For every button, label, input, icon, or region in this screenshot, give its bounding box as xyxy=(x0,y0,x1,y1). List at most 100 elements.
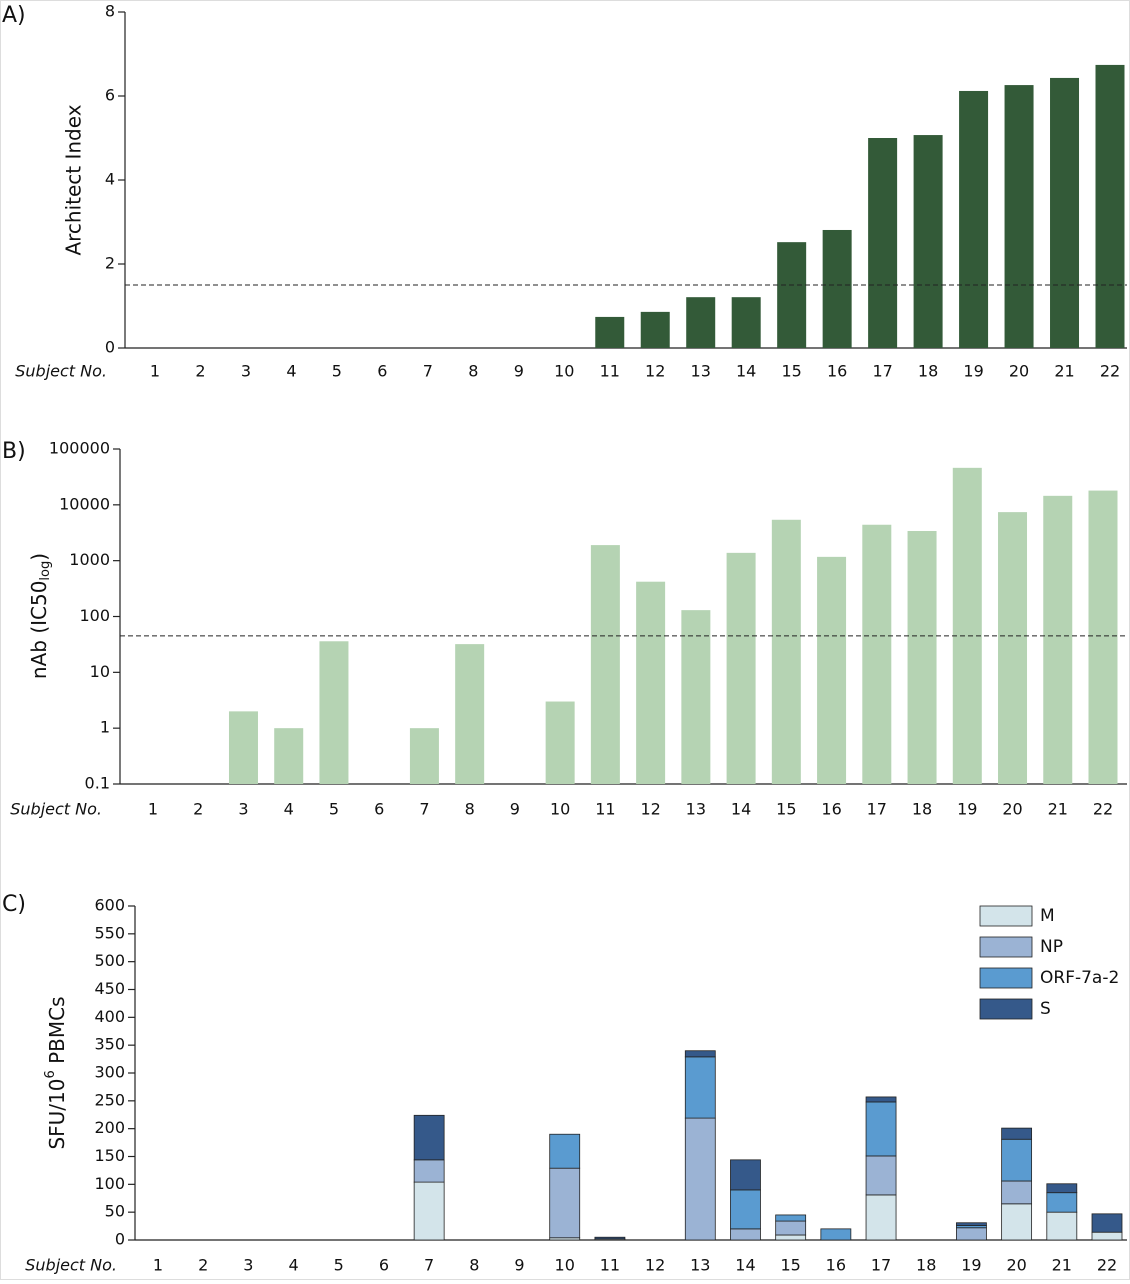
y-axis-label: nAb (IC50log) xyxy=(27,553,53,679)
bar xyxy=(590,545,620,784)
bar xyxy=(409,728,439,784)
bar xyxy=(868,138,898,348)
y-axis-label: SFU/106 PBMCs xyxy=(43,996,69,1149)
bar xyxy=(319,641,349,784)
legend-label: S xyxy=(1040,999,1051,1019)
bar-segment xyxy=(865,1155,897,1196)
x-tick-label: 22 xyxy=(1100,362,1120,381)
legend-label: M xyxy=(1040,906,1055,926)
bar xyxy=(686,297,716,348)
bar xyxy=(817,556,847,784)
x-tick-label: 18 xyxy=(918,362,938,381)
y-tick-label: 8 xyxy=(105,2,115,21)
y-axis-label-suffix: ) xyxy=(27,553,51,561)
bar xyxy=(595,316,625,348)
legend-swatch xyxy=(979,967,1033,989)
y-tick-label: 150 xyxy=(94,1146,125,1165)
x-tick-label: 9 xyxy=(510,800,520,819)
x-tick-label: 1 xyxy=(148,800,158,819)
x-tick-label: 20 xyxy=(1006,1256,1026,1275)
panel-label: C) xyxy=(2,892,26,917)
x-axis-label: Subject No. xyxy=(10,800,102,819)
bar xyxy=(1043,495,1073,784)
bar-segment xyxy=(1001,1138,1033,1182)
legend-swatch xyxy=(979,905,1033,927)
x-tick-label: 16 xyxy=(826,1256,846,1275)
x-tick-label: 22 xyxy=(1093,800,1113,819)
y-tick-label: 100 xyxy=(79,606,110,625)
bar xyxy=(1050,77,1080,348)
legend-label: NP xyxy=(1040,937,1063,957)
y-tick-label: 450 xyxy=(94,979,125,998)
x-tick-label: 11 xyxy=(600,362,620,381)
bar-segment xyxy=(775,1220,807,1236)
bar-segment xyxy=(730,1159,761,1191)
y-tick-label: 6 xyxy=(105,86,115,105)
y-tick-label: 400 xyxy=(94,1007,125,1026)
y-axis-label: Architect Index xyxy=(62,104,86,255)
y-tick-label: 50 xyxy=(105,1202,125,1221)
x-tick-label: 8 xyxy=(468,362,478,381)
bar xyxy=(1004,85,1034,348)
x-tick-label: 12 xyxy=(645,1256,665,1275)
y-tick-label: 1 xyxy=(100,718,110,737)
y-tick-label: 2 xyxy=(105,254,115,273)
bar xyxy=(455,644,485,784)
y-tick-label: 100000 xyxy=(49,439,110,458)
y-tick-label: 250 xyxy=(94,1090,125,1109)
x-tick-label: 15 xyxy=(781,362,801,381)
bar-segment xyxy=(1001,1203,1033,1241)
bar-segment xyxy=(865,1194,897,1241)
bar-segment xyxy=(1046,1183,1078,1194)
x-tick-label: 1 xyxy=(153,1256,163,1275)
x-tick-label: 16 xyxy=(821,800,841,819)
x-tick-label: 19 xyxy=(957,800,977,819)
y-tick-label: 0 xyxy=(115,1230,125,1249)
bar xyxy=(731,297,761,348)
x-tick-label: 5 xyxy=(332,362,342,381)
x-tick-label: 19 xyxy=(961,1256,981,1275)
y-tick-label: 350 xyxy=(94,1035,125,1054)
x-tick-label: 2 xyxy=(193,800,203,819)
x-tick-label: 6 xyxy=(377,362,387,381)
bar-segment xyxy=(775,1214,807,1222)
y-axis-label-sup: 6 xyxy=(43,1070,58,1078)
x-tick-label: 17 xyxy=(872,362,892,381)
x-tick-label: 20 xyxy=(1009,362,1029,381)
bar xyxy=(952,467,982,784)
x-tick-label: 10 xyxy=(555,1256,575,1275)
x-tick-label: 8 xyxy=(469,1256,479,1275)
x-tick-label: 9 xyxy=(514,362,524,381)
x-tick-label: 7 xyxy=(419,800,429,819)
bar-segment xyxy=(956,1227,987,1241)
y-tick-label: 200 xyxy=(94,1118,125,1137)
bar-segment xyxy=(1046,1192,1078,1213)
x-tick-label: 6 xyxy=(379,1256,389,1275)
bar-segment xyxy=(1091,1213,1123,1233)
x-tick-label: 13 xyxy=(690,1256,710,1275)
bar-segment xyxy=(775,1234,807,1241)
x-tick-label: 19 xyxy=(963,362,983,381)
x-tick-label: 1 xyxy=(150,362,160,381)
bar xyxy=(726,552,756,784)
bar xyxy=(771,519,801,784)
x-axis-label: Subject No. xyxy=(15,362,107,381)
x-tick-label: 13 xyxy=(686,800,706,819)
x-tick-label: 11 xyxy=(600,1256,620,1275)
x-tick-label: 11 xyxy=(595,800,615,819)
x-tick-label: 16 xyxy=(827,362,847,381)
x-tick-label: 5 xyxy=(329,800,339,819)
bar xyxy=(228,711,258,784)
y-tick-label: 10000 xyxy=(59,494,110,513)
x-tick-label: 3 xyxy=(241,362,251,381)
bar-segment xyxy=(1091,1231,1123,1241)
y-tick-label: 10 xyxy=(90,662,110,681)
y-tick-label: 100 xyxy=(94,1174,125,1193)
bar xyxy=(822,229,852,348)
legend-swatch xyxy=(979,936,1033,958)
y-axis-label-sub: log xyxy=(38,561,53,581)
x-tick-label: 8 xyxy=(465,800,475,819)
bar-segment xyxy=(865,1101,897,1157)
x-tick-label: 13 xyxy=(691,362,711,381)
